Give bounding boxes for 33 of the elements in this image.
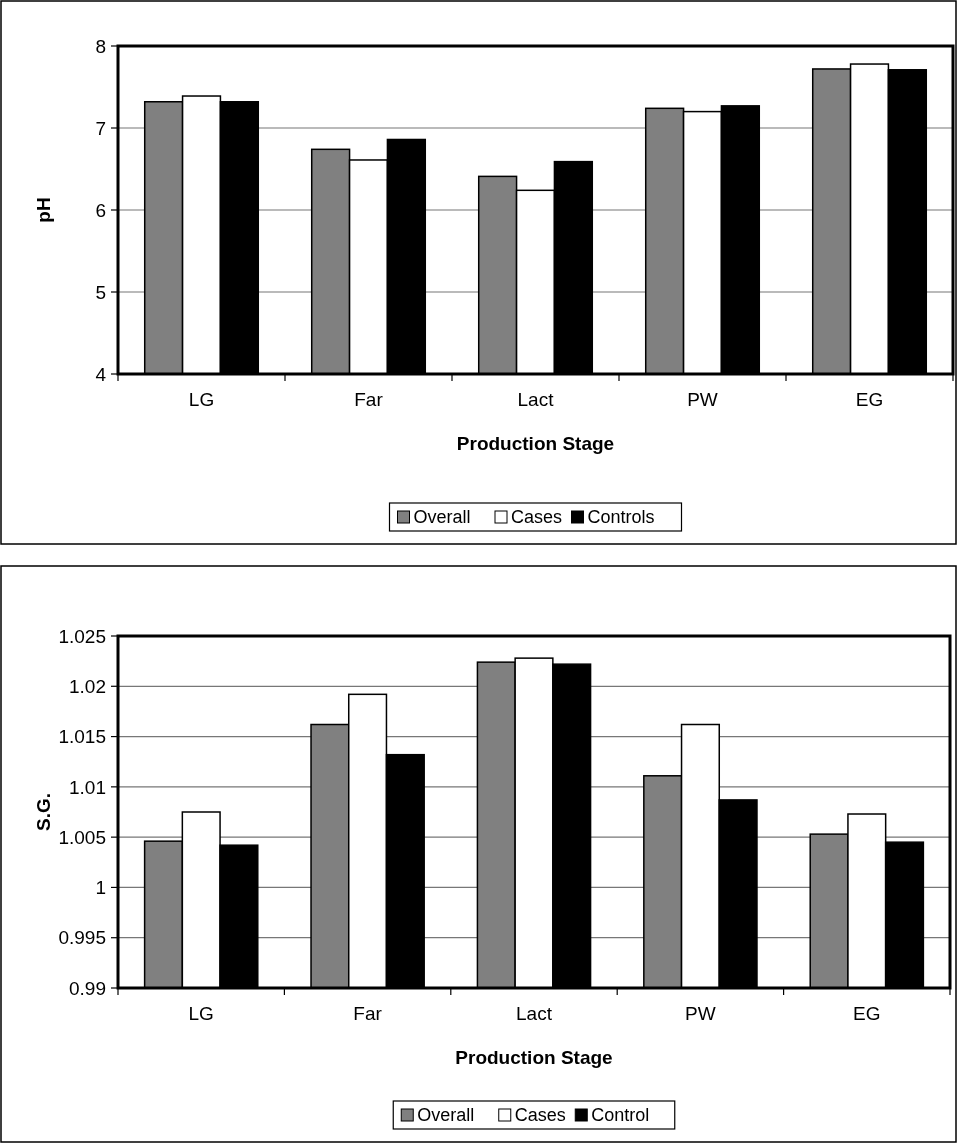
x-tick-label: EG <box>853 1003 881 1024</box>
y-tick-label: 1.01 <box>69 776 106 798</box>
x-tick-label: Lact <box>516 1003 553 1024</box>
x-tick-label: Far <box>353 1003 383 1024</box>
y-tick-label: 1.015 <box>58 726 106 748</box>
x-tick-label: Lact <box>517 389 555 410</box>
y-tick-label: 1.025 <box>58 625 106 647</box>
x-tick-label: PW <box>687 389 718 410</box>
x-tick-label: Far <box>354 389 384 410</box>
legend-label: Controls <box>587 507 655 528</box>
y-axis-title: S.G. <box>33 792 54 832</box>
x-tick-label: PW <box>685 1003 716 1024</box>
x-axis-title: Production Stage <box>455 1047 613 1068</box>
y-tick-label: 1.02 <box>69 675 106 697</box>
legend-label: Overall <box>417 1105 475 1126</box>
legend-label: Overall <box>413 507 471 528</box>
y-axis-title: pH <box>33 197 54 223</box>
legend-label: Cases <box>511 507 563 528</box>
legend-label: Control <box>591 1105 650 1126</box>
y-tick-label: 0.99 <box>69 977 106 999</box>
y-tick-label: 6 <box>95 199 106 221</box>
x-tick-label: LG <box>188 389 215 410</box>
x-tick-label: LG <box>188 1003 214 1024</box>
y-tick-label: 0.995 <box>58 927 106 949</box>
y-tick-label: 7 <box>95 117 106 139</box>
legend-label: Cases <box>514 1105 566 1126</box>
y-tick-label: 1 <box>95 877 106 899</box>
y-tick-label: 1.005 <box>58 826 106 848</box>
y-tick-label: 5 <box>95 281 106 303</box>
x-axis-title: Production Stage <box>456 433 615 454</box>
y-tick-label: 4 <box>95 363 107 385</box>
y-tick-label: 8 <box>95 35 106 57</box>
x-tick-label: EG <box>855 389 884 410</box>
